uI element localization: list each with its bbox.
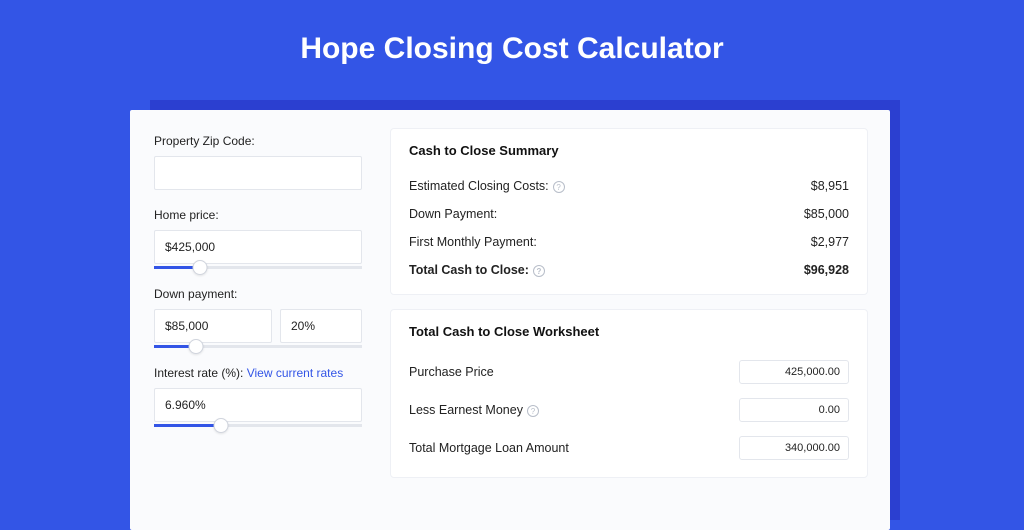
summary-row-label: Down Payment:: [409, 207, 497, 221]
summary-row: First Monthly Payment: $2,977: [409, 228, 849, 256]
down-payment-slider-thumb[interactable]: [188, 339, 203, 354]
down-payment-percent-input[interactable]: [280, 309, 362, 343]
summary-box: Cash to Close Summary Estimated Closing …: [390, 128, 868, 295]
interest-label-text: Interest rate (%):: [154, 366, 247, 380]
summary-row: Down Payment: $85,000: [409, 200, 849, 228]
inputs-column: Property Zip Code: Home price: Down paym…: [130, 110, 380, 530]
down-payment-amount-input[interactable]: [154, 309, 272, 343]
home-price-slider[interactable]: [154, 266, 362, 269]
down-payment-label: Down payment:: [154, 287, 362, 301]
summary-row-label: Estimated Closing Costs:?: [409, 179, 565, 193]
summary-row-value: $96,928: [804, 263, 849, 277]
summary-rows: Estimated Closing Costs:? $8,951 Down Paym…: [409, 172, 849, 284]
help-icon[interactable]: ?: [553, 181, 565, 193]
interest-slider[interactable]: [154, 424, 362, 427]
worksheet-row: Purchase Price: [409, 353, 849, 391]
results-column: Cash to Close Summary Estimated Closing …: [380, 110, 890, 530]
summary-title: Cash to Close Summary: [409, 143, 849, 158]
help-icon[interactable]: ?: [533, 265, 545, 277]
interest-slider-thumb[interactable]: [213, 418, 228, 433]
page-title: Hope Closing Cost Calculator: [0, 0, 1024, 90]
interest-label: Interest rate (%): View current rates: [154, 366, 362, 380]
worksheet-row: Total Mortgage Loan Amount: [409, 429, 849, 467]
worksheet-title: Total Cash to Close Worksheet: [409, 324, 849, 339]
interest-field-group: Interest rate (%): View current rates: [154, 366, 362, 427]
summary-row-label: Total Cash to Close:?: [409, 263, 545, 277]
worksheet-rows: Purchase Price Less Earnest Money? Total M…: [409, 353, 849, 467]
summary-row-value: $85,000: [804, 207, 849, 221]
home-price-field-group: Home price:: [154, 208, 362, 269]
zip-input[interactable]: [154, 156, 362, 190]
worksheet-row: Less Earnest Money?: [409, 391, 849, 429]
home-price-slider-thumb[interactable]: [192, 260, 207, 275]
down-payment-field-group: Down payment:: [154, 287, 362, 348]
interest-slider-fill: [154, 424, 221, 427]
down-payment-slider[interactable]: [154, 345, 362, 348]
summary-row-label: First Monthly Payment:: [409, 235, 537, 249]
summary-row: Total Cash to Close:? $96,928: [409, 256, 849, 284]
view-rates-link[interactable]: View current rates: [247, 366, 344, 380]
worksheet-row-label: Purchase Price: [409, 365, 494, 379]
zip-label: Property Zip Code:: [154, 134, 362, 148]
worksheet-value-input[interactable]: [739, 398, 849, 422]
home-price-input[interactable]: [154, 230, 362, 264]
worksheet-box: Total Cash to Close Worksheet Purchase P…: [390, 309, 868, 478]
help-icon[interactable]: ?: [527, 405, 539, 417]
summary-row-value: $2,977: [811, 235, 849, 249]
worksheet-value-input[interactable]: [739, 360, 849, 384]
summary-row-value: $8,951: [811, 179, 849, 193]
home-price-label: Home price:: [154, 208, 362, 222]
summary-row: Estimated Closing Costs:? $8,951: [409, 172, 849, 200]
worksheet-row-label: Less Earnest Money?: [409, 403, 539, 417]
worksheet-value-input[interactable]: [739, 436, 849, 460]
zip-field-group: Property Zip Code:: [154, 134, 362, 190]
worksheet-row-label: Total Mortgage Loan Amount: [409, 441, 569, 455]
calculator-card: Property Zip Code: Home price: Down paym…: [130, 110, 890, 530]
interest-input[interactable]: [154, 388, 362, 422]
